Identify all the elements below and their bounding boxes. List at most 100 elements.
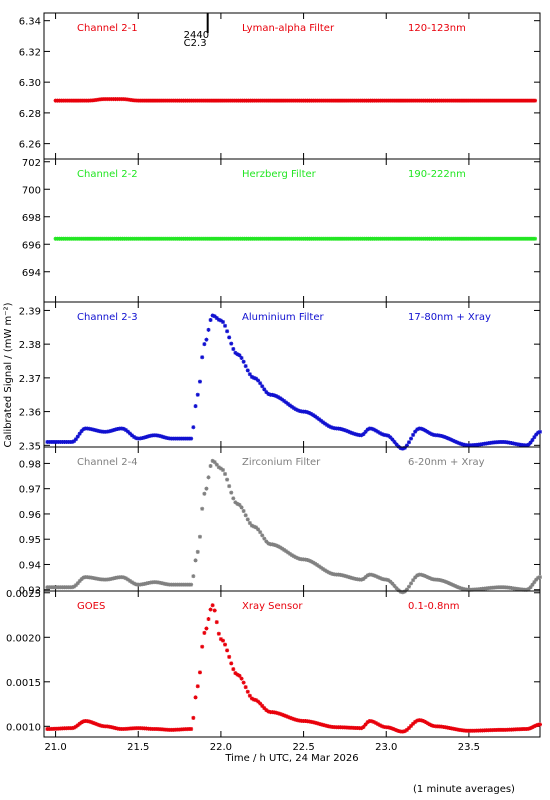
data-point bbox=[284, 714, 289, 719]
data-point bbox=[134, 726, 139, 731]
data-point bbox=[127, 726, 132, 731]
data-point bbox=[150, 580, 155, 585]
data-point bbox=[121, 575, 126, 580]
panel-2: 694 696 698 700 702 Channel 2-2 Herzberg Filte… bbox=[22, 158, 541, 303]
data-point bbox=[404, 443, 409, 448]
data-point bbox=[132, 581, 137, 586]
data-point bbox=[363, 575, 368, 580]
data-point bbox=[193, 695, 198, 700]
data-point bbox=[291, 717, 296, 722]
data-point bbox=[476, 98, 481, 103]
data-point bbox=[492, 236, 497, 241]
data-point bbox=[417, 572, 422, 577]
data-point bbox=[478, 98, 483, 103]
data-point bbox=[152, 726, 157, 731]
data-point bbox=[121, 726, 126, 731]
data-point bbox=[278, 711, 283, 716]
data-point bbox=[214, 316, 219, 321]
data-point bbox=[134, 582, 139, 587]
data-point bbox=[75, 581, 80, 586]
data-point bbox=[386, 433, 391, 438]
data-point bbox=[534, 577, 539, 582]
data-point bbox=[127, 431, 132, 436]
data-point bbox=[95, 722, 100, 727]
data-point bbox=[466, 236, 471, 241]
data-point bbox=[529, 98, 534, 103]
data-point bbox=[87, 719, 92, 724]
data-point bbox=[427, 431, 432, 436]
panel-frame bbox=[43, 446, 541, 592]
footnote: (1 minute averages) bbox=[413, 784, 515, 795]
data-point bbox=[347, 575, 352, 580]
data-point bbox=[71, 439, 76, 444]
data-point bbox=[500, 98, 505, 103]
y-tick-label: 2.38 bbox=[19, 340, 41, 351]
x-tick-label: 21.5 bbox=[127, 742, 149, 753]
data-point bbox=[243, 364, 248, 369]
data-point bbox=[200, 355, 205, 360]
data-point bbox=[266, 392, 271, 397]
data-point bbox=[532, 580, 537, 585]
data-point bbox=[154, 433, 159, 438]
data-point bbox=[307, 410, 312, 415]
data-point bbox=[117, 575, 122, 580]
data-point bbox=[443, 435, 448, 440]
panel-1: 6.26 6.28 6.30 6.32 6.34 Channel 2-1 Lyman-alp… bbox=[19, 12, 541, 160]
y-tick-label: 6.32 bbox=[19, 47, 41, 58]
data-point bbox=[359, 433, 364, 438]
data-point bbox=[480, 236, 485, 241]
data-point bbox=[406, 584, 411, 589]
data-point bbox=[427, 576, 432, 581]
data-point bbox=[526, 587, 531, 592]
data-point bbox=[86, 98, 91, 103]
data-point bbox=[396, 728, 401, 733]
data-point bbox=[200, 644, 205, 649]
data-point bbox=[105, 97, 110, 102]
data-point bbox=[258, 530, 263, 535]
data-point bbox=[138, 582, 143, 587]
data-point bbox=[382, 432, 387, 437]
data-point bbox=[136, 726, 141, 731]
data-point bbox=[282, 547, 287, 552]
data-point bbox=[214, 620, 219, 625]
data-point bbox=[286, 714, 291, 719]
data-point bbox=[459, 586, 464, 591]
data-point bbox=[321, 420, 326, 425]
data-point bbox=[319, 722, 324, 727]
data-point bbox=[406, 440, 411, 445]
data-point bbox=[375, 722, 380, 727]
data-point bbox=[291, 554, 296, 559]
data-point bbox=[519, 98, 524, 103]
data-point bbox=[144, 726, 149, 731]
data-point bbox=[384, 433, 389, 438]
data-point bbox=[264, 390, 269, 395]
data-point bbox=[367, 572, 372, 577]
data-point bbox=[237, 502, 242, 507]
data-point bbox=[113, 575, 118, 580]
data-point bbox=[484, 98, 489, 103]
data-point bbox=[313, 720, 318, 725]
data-point bbox=[530, 725, 535, 730]
data-point bbox=[117, 426, 122, 431]
data-point bbox=[225, 477, 230, 482]
data-point bbox=[134, 98, 139, 103]
data-series-5 bbox=[45, 603, 542, 734]
data-point bbox=[127, 97, 132, 102]
data-point bbox=[235, 352, 240, 357]
data-point bbox=[340, 427, 345, 432]
panel-label: Channel 2-4 bbox=[77, 457, 138, 468]
data-point bbox=[121, 97, 126, 102]
data-point bbox=[138, 436, 143, 441]
data-point bbox=[146, 726, 151, 731]
data-point bbox=[94, 97, 99, 102]
data-point bbox=[241, 509, 246, 514]
data-point bbox=[113, 427, 118, 432]
data-point bbox=[398, 446, 403, 451]
data-point bbox=[484, 236, 489, 241]
data-point bbox=[256, 699, 261, 704]
data-point bbox=[212, 460, 217, 465]
y-tick-label: 0.97 bbox=[19, 485, 41, 496]
data-point bbox=[272, 542, 277, 547]
data-point bbox=[150, 726, 155, 731]
data-point bbox=[342, 427, 347, 432]
